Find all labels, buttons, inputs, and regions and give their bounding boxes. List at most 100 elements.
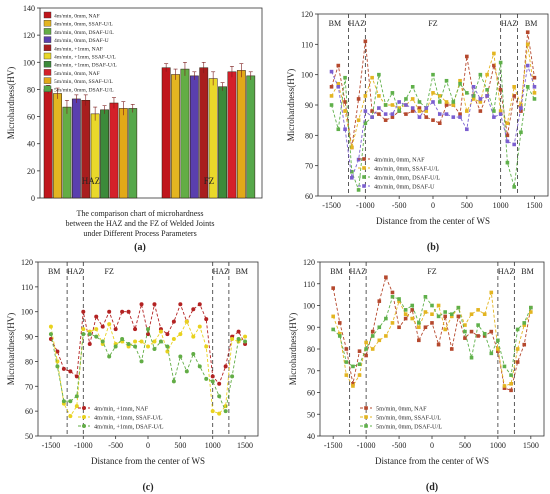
data-point xyxy=(519,106,523,110)
data-point xyxy=(100,324,105,329)
y-tick-label: 40 xyxy=(307,432,315,441)
x-tick-label: 500 xyxy=(459,441,471,450)
data-point xyxy=(471,85,476,89)
data-point xyxy=(492,115,496,119)
data-point xyxy=(410,316,415,321)
legend-entry: 4m/min, 0mm, DSAF-U/L xyxy=(374,175,440,182)
data-point xyxy=(184,319,189,324)
data-point xyxy=(410,85,415,89)
data-point xyxy=(107,309,112,314)
data-point xyxy=(120,337,125,342)
data-point xyxy=(344,360,349,364)
data-point xyxy=(444,100,449,104)
data-point xyxy=(390,103,395,107)
y-tick-label: 70 xyxy=(307,367,315,376)
legend-swatch xyxy=(43,61,52,68)
data-point xyxy=(431,72,435,77)
data-point xyxy=(337,331,342,336)
data-point xyxy=(458,78,462,83)
legend-entry: 5m/min, 0mm, NAF xyxy=(376,406,427,413)
data-point xyxy=(94,327,99,332)
bar xyxy=(161,67,171,199)
data-point xyxy=(230,374,235,379)
region-label: HAZ xyxy=(350,267,367,276)
data-point xyxy=(152,347,157,351)
data-point xyxy=(331,327,335,332)
data-point xyxy=(191,351,196,356)
legend-entry: 4m/min, +1mm, DSAF-U/L xyxy=(94,424,164,431)
data-point xyxy=(61,366,66,371)
x-tick-label: 500 xyxy=(461,201,473,210)
data-point xyxy=(431,91,435,95)
data-point xyxy=(403,308,408,312)
data-point xyxy=(512,94,516,98)
y-tick-label: 100 xyxy=(301,71,313,80)
legend-swatch xyxy=(43,36,52,43)
data-point xyxy=(515,360,520,364)
data-point xyxy=(74,394,79,399)
data-point xyxy=(458,81,462,86)
x-tick-label: 0 xyxy=(431,201,435,210)
data-point xyxy=(363,39,368,44)
data-point xyxy=(515,347,520,351)
legend-entry: 4m/min, +1mm, NAF xyxy=(54,46,103,52)
data-point xyxy=(68,414,73,419)
data-point xyxy=(152,339,157,344)
caption-line: between the HAZ and the FZ of Welded Joi… xyxy=(66,219,215,228)
y-tick-label: 140 xyxy=(23,4,35,13)
data-point xyxy=(210,409,215,414)
data-point xyxy=(139,339,144,344)
data-point xyxy=(469,355,474,360)
data-point xyxy=(139,302,144,307)
data-point xyxy=(423,310,428,314)
data-point xyxy=(505,121,510,125)
data-point xyxy=(243,334,248,339)
data-point xyxy=(87,342,92,347)
data-point xyxy=(437,121,442,125)
data-point xyxy=(404,112,408,116)
data-point xyxy=(377,338,382,343)
data-point xyxy=(443,314,447,319)
data-point xyxy=(336,127,341,132)
data-point xyxy=(519,109,523,113)
data-point xyxy=(217,411,222,416)
y-tick-label: 80 xyxy=(307,345,315,354)
panel-label: (a) xyxy=(134,242,146,253)
x-axis-label: Distance from the center of WS xyxy=(375,456,489,466)
y-tick-label: 60 xyxy=(305,192,313,201)
panel-b: -1500 -1000 -500 0 500 1000 1500 60 70 80 90 100 110… xyxy=(286,10,549,253)
data-point xyxy=(390,112,395,116)
data-point xyxy=(505,133,510,138)
data-point xyxy=(397,100,401,104)
data-point xyxy=(165,344,170,349)
data-point xyxy=(465,127,469,132)
data-point xyxy=(397,106,401,110)
y-axis-label: Microhardness(HV) xyxy=(288,313,298,385)
data-point xyxy=(449,314,454,319)
data-point xyxy=(463,323,467,327)
x-tick-label: -1000 xyxy=(74,441,93,450)
data-point xyxy=(48,332,53,337)
data-point xyxy=(383,103,388,107)
data-point xyxy=(498,60,503,65)
legend-swatch xyxy=(43,69,52,76)
legend-swatch xyxy=(43,28,52,35)
data-point xyxy=(55,349,60,354)
bar xyxy=(218,86,227,199)
data-point xyxy=(417,109,422,113)
data-point xyxy=(512,85,516,89)
data-point xyxy=(329,85,334,89)
legend-entry: 4m/min, 0mm, NAF xyxy=(374,157,425,164)
data-point xyxy=(152,302,157,307)
data-point xyxy=(417,106,422,110)
data-point xyxy=(532,75,537,80)
y-tick-label: 60 xyxy=(307,389,315,398)
data-point xyxy=(197,302,202,307)
region-label: BM xyxy=(48,267,60,276)
data-point xyxy=(502,386,507,390)
y-tick-label: 110 xyxy=(303,280,315,289)
x-tick-label: -1000 xyxy=(356,201,375,210)
data-point xyxy=(482,331,487,336)
data-point xyxy=(336,81,341,86)
